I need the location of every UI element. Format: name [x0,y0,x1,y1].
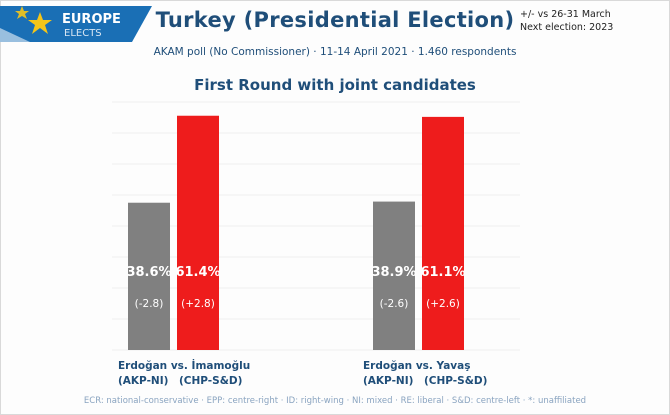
party-legend-footer: ECR: national-conservative · EPP: centre… [83,396,587,406]
data-label: 61.1% [420,265,465,280]
section-heading: First Round with joint candidates [194,76,476,94]
logo-text-europe: EUROPE [62,12,121,27]
data-label: 38.9% [371,265,416,280]
bar-0-0 [128,202,170,350]
matchup-label: Erdoğan vs. Yavaş [363,360,470,372]
change-label: (-2.6) [380,298,409,310]
poll-subtitle: AKAM poll (No Commissioner) · 11-14 Apri… [153,46,517,58]
matchup-label: Erdoğan vs. İmamoğlu [118,358,250,372]
bar-1-0 [373,201,415,350]
header-note: +/- vs 26-31 March Next election: 2023 [520,8,613,34]
europe-elects-logo: EUROPE ELECTS [0,6,152,42]
party-label: (CHP-S&D) [179,375,242,387]
change-label: (+2.8) [181,298,215,310]
change-label: (-2.8) [135,298,164,310]
next-election-note: Next election: 2023 [520,22,614,33]
bar-0-1 [177,115,219,350]
party-label: (AKP-NI) [363,375,413,387]
change-label: (+2.6) [426,298,460,310]
data-label: 38.6% [126,265,171,280]
party-label: (AKP-NI) [118,375,168,387]
data-label: 61.4% [175,265,220,280]
bar-1-1 [422,116,464,350]
comparison-note: +/- vs 26-31 March [520,9,611,20]
chart-title: Turkey (Presidential Election) [155,8,515,32]
party-label: (CHP-S&D) [424,375,487,387]
logo-text-elects: ELECTS [64,28,102,39]
